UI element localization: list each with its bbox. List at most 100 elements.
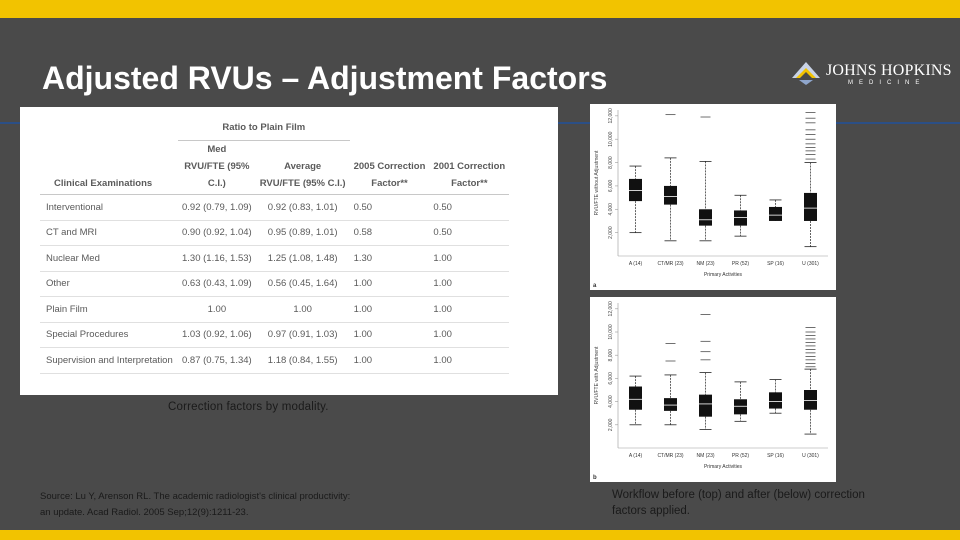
- x-tick-label: PR (52): [732, 453, 750, 459]
- col-header-med-l1: Med: [207, 144, 227, 155]
- bottom-accent-bar: [0, 530, 960, 540]
- col-header-avg: Average RVU/FTE (95% C.I.): [255, 140, 350, 195]
- boxplot-before-svg: 2,000 4,000 6,000 8,000 10,000 12,000 RVU/FTE …: [593, 108, 828, 289]
- panel-letter: b: [593, 475, 597, 481]
- box: [699, 209, 712, 226]
- correction-factors-table: Ratio to Plain Film Clinical Examination…: [40, 113, 510, 374]
- table-cell: 0.58: [349, 220, 430, 246]
- x-tick-label: U (301): [802, 261, 819, 267]
- col-header-2005-l2: Factor**: [371, 178, 408, 189]
- table-row: Other 0.63 (0.43, 1.09) 0.56 (0.45, 1.64…: [40, 271, 510, 297]
- table-cell: 0.63 (0.43, 1.09): [178, 271, 256, 297]
- col-header-2005-l1: 2005 Correction: [353, 161, 426, 172]
- johns-hopkins-logo: JOHNS HOPKINS MEDICINE: [790, 60, 952, 88]
- table-row: Supervision and Interpretation 0.87 (0.7…: [40, 347, 510, 374]
- x-tick-label: CT/MR (23): [657, 261, 683, 267]
- table-cell: 0.56 (0.45, 1.64): [255, 271, 350, 297]
- y-axis-label: RVU/FTE with Adjustment: [594, 346, 600, 404]
- y-tick-label: 8,000: [608, 156, 614, 169]
- box: [664, 398, 677, 411]
- panel-letter: a: [593, 283, 597, 289]
- box: [664, 185, 677, 205]
- y-axis-label: RVU/FTE without Adjustment: [594, 150, 600, 215]
- table-cell: 1.03 (0.92, 1.06): [178, 322, 256, 348]
- col-header-med: Med RVU/FTE (95% C.I.): [178, 140, 256, 195]
- x-axis-label: Primary Activities: [704, 464, 743, 470]
- table-cell: 1.00: [429, 322, 510, 348]
- col-header-2001-l2: Factor**: [451, 178, 488, 189]
- table-cell: 0.92 (0.79, 1.09): [178, 194, 256, 221]
- x-tick-label: SP (16): [767, 261, 784, 267]
- x-axis-label: Primary Activities: [704, 272, 743, 278]
- table-row: Special Procedures 1.03 (0.92, 1.06) 0.9…: [40, 322, 510, 348]
- slide-title: Adjusted RVUs – Adjustment Factors: [42, 60, 608, 96]
- y-tick-label: 4,000: [608, 395, 614, 408]
- table-cell: 0.50: [429, 220, 510, 246]
- table-cell: 1.00: [429, 245, 510, 272]
- boxplot-before-adjustment: 2,000 4,000 6,000 8,000 10,000 12,000 RVU/FTE …: [590, 104, 836, 290]
- table-cell: Other: [40, 271, 178, 297]
- table-cell: Interventional: [40, 194, 178, 221]
- y-tick-label: 8,000: [608, 349, 614, 362]
- col-header-2001-l1: 2001 Correction: [433, 161, 506, 172]
- table-cell: 1.00: [349, 322, 430, 348]
- top-accent-bar: [0, 0, 960, 18]
- table-cell: 1.00: [429, 296, 510, 323]
- table-cell: 1.00: [178, 296, 256, 323]
- y-tick-label: 12,000: [608, 108, 614, 124]
- y-tick-label: 10,000: [608, 131, 614, 147]
- y-tick-label: 6,000: [608, 179, 614, 192]
- col-header-avg-l2: RVU/FTE (95% C.I.): [259, 178, 346, 189]
- table-cell: Nuclear Med: [40, 245, 178, 272]
- y-tick-label: 6,000: [608, 372, 614, 385]
- table-cell: 0.92 (0.83, 1.01): [255, 194, 350, 221]
- x-tick-label: NM (23): [696, 261, 714, 267]
- col-header-2005: 2005 Correction Factor**: [349, 140, 430, 195]
- box: [769, 206, 782, 221]
- col-header-med-l2: RVU/FTE (95%: [184, 161, 250, 172]
- x-tick-label: U (301): [802, 453, 819, 459]
- table-cell: 1.00: [349, 347, 430, 374]
- x-tick-label: NM (23): [696, 453, 714, 459]
- source-citation: Source: Lu Y, Arenson RL. The academic r…: [40, 491, 351, 518]
- table-row: Interventional 0.92 (0.79, 1.09) 0.92 (0…: [40, 194, 510, 221]
- x-tick-label: A (14): [629, 261, 643, 267]
- table-cell: 1.00: [349, 296, 430, 323]
- table-cell: 1.00: [429, 347, 510, 374]
- table-cell: Supervision and Interpretation: [40, 347, 178, 374]
- box: [804, 192, 817, 221]
- boxplot-after-svg: 2,000 4,000 6,000 8,000 10,000 12,000 RVU/FTE …: [593, 301, 828, 481]
- col-header-med-l3: C.I.): [207, 178, 226, 189]
- box: [629, 178, 642, 202]
- table-caption: Correction factors by modality.: [168, 401, 329, 413]
- y-tick-label: 2,000: [608, 226, 614, 239]
- table-cell: 1.00: [429, 271, 510, 297]
- table-cell: 1.18 (0.84, 1.55): [255, 347, 350, 374]
- table-cell: 1.30: [349, 245, 430, 272]
- table-row: CT and MRI 0.90 (0.92, 1.04) 0.95 (0.89,…: [40, 220, 510, 246]
- table-cell: 0.87 (0.75, 1.34): [178, 347, 256, 374]
- y-tick-label: 4,000: [608, 203, 614, 216]
- table-cell: 1.25 (1.08, 1.48): [255, 245, 350, 272]
- table-cell: Special Procedures: [40, 322, 178, 348]
- x-tick-label: A (14): [629, 453, 643, 459]
- col-header-2001: 2001 Correction Factor**: [429, 140, 510, 195]
- correction-factors-table-card: Ratio to Plain Film Clinical Examination…: [20, 107, 558, 395]
- col-header-avg-l1: Average: [284, 161, 322, 172]
- box: [804, 390, 817, 410]
- table-row: Plain Film 1.00 1.00 1.00 1.00: [40, 296, 510, 323]
- x-tick-label: SP (16): [767, 453, 784, 459]
- group-header: Ratio to Plain Film: [178, 113, 350, 141]
- y-tick-label: 12,000: [608, 301, 614, 317]
- table-cell: 0.50: [349, 194, 430, 221]
- logo-sub: MEDICINE: [848, 80, 926, 86]
- y-tick-label: 2,000: [608, 418, 614, 431]
- table-cell: 0.95 (0.89, 1.01): [255, 220, 350, 246]
- col-header-exam: Clinical Examinations: [40, 140, 178, 195]
- y-tick-label: 10,000: [608, 324, 614, 340]
- table-cell: 1.00: [349, 271, 430, 297]
- table-cell: CT and MRI: [40, 220, 178, 246]
- workflow-note: Workflow before (top) and after (below) …: [612, 489, 865, 517]
- box: [699, 394, 712, 417]
- table-cell: 1.00: [255, 296, 350, 323]
